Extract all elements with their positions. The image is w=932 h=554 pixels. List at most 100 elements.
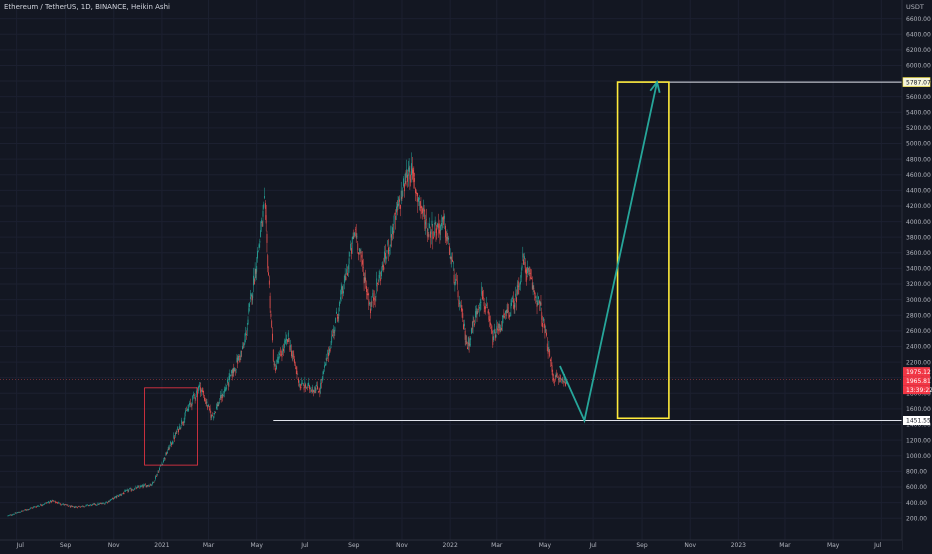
y-tick-label: 3400.00 [906,266,931,273]
candle-body [230,375,232,376]
candle-body [308,382,310,384]
candle-body [369,302,371,304]
y-tick-label: 6000.00 [906,63,931,70]
candle-body [382,265,384,268]
candle-body [28,509,29,511]
candle-body [535,296,536,298]
candle-body [103,503,105,505]
x-tick-label: Mar [203,542,215,549]
candle-body [467,347,468,350]
candle-body [552,372,554,377]
candle-body [441,217,443,222]
candle-body [422,208,423,214]
candle-body [132,489,134,491]
x-tick-label: Jul [16,542,25,549]
candle-body [124,490,126,492]
x-tick-label: Mar [491,542,503,549]
candle-body [52,500,54,502]
candle-body [114,496,116,497]
candle-body [415,191,417,193]
candle-body [152,482,153,484]
candle-body [249,303,250,308]
candle-body [448,238,449,240]
candle-body [118,496,119,497]
candle-body [233,369,235,373]
candle-body [347,265,349,269]
candle-body [558,378,560,380]
candle-body [208,404,209,407]
candle-body [533,288,535,290]
candle-body [263,203,265,208]
candle-body [264,196,265,199]
candle-body [407,174,408,182]
target-price-tag-text: 5787.07 [906,79,931,86]
candle-body [182,422,184,423]
candle-body [405,181,407,186]
candle-body [545,330,547,331]
candle-body [91,505,93,506]
candle-body [491,329,493,331]
chart-title: Ethereum / TetherUS, 1D, BINANCE, Heikin… [4,3,170,11]
candle-body [159,468,160,470]
candle-body [528,270,530,272]
candle-body [142,486,144,488]
candle-body [227,382,229,386]
candle-body [175,432,177,434]
candle-body [422,207,424,209]
candle-body [288,337,290,343]
candle-body [85,504,87,506]
candle-body [302,383,303,384]
candle-body [148,485,150,487]
candle-body [393,215,395,225]
candle-body [46,502,48,504]
drawings [0,80,902,466]
candle-body [403,184,405,192]
candle-body [370,308,371,314]
support-price-tag-text: 1451.55 [906,418,931,425]
candle-body [163,457,165,460]
candle-body [374,299,376,300]
candle-body [220,397,222,400]
candle-body [228,376,230,382]
candle-body [125,490,127,491]
candle-body [464,330,466,340]
y-tick-label: 3800.00 [906,234,931,241]
candle-body [212,416,214,418]
candle-body [191,404,193,406]
candle-body [520,281,521,285]
candle-body [139,487,141,489]
candle-body [41,505,43,506]
candle-body [32,507,33,509]
candle-body [332,328,334,333]
candle-body [77,506,79,508]
candle-body [315,387,317,391]
candle-body [298,384,300,385]
candle-body [516,297,517,303]
candle-body [257,251,258,259]
candle-body [373,298,375,299]
candle-body [78,506,80,507]
candle-body [271,320,273,328]
candle-body [548,346,550,352]
y-tick-label: 400.00 [906,500,927,507]
candle-body [466,341,468,345]
candle-body [174,432,176,436]
candle-body [171,443,172,446]
candle-body [135,486,137,488]
candle-body [294,364,296,366]
candle-body [385,258,387,260]
candle-body [208,406,210,407]
candle-body [25,509,27,511]
candle-body [120,494,122,496]
candle-body [431,220,433,226]
x-tick-label: Nov [108,542,120,549]
candle-body [320,383,322,390]
candle-body [388,250,390,251]
countdown-tag: 13:39:22 [903,385,932,395]
candle-body [418,198,420,200]
candle-body [98,504,100,505]
candle-body [127,490,129,492]
candle-body [411,163,412,176]
